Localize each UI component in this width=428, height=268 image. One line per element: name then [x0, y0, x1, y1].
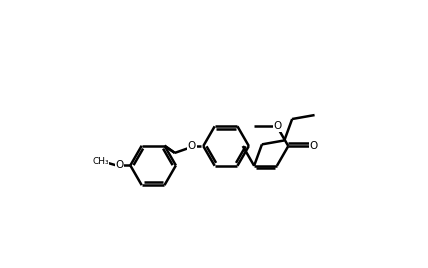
Text: O: O	[188, 141, 196, 151]
Text: CH₃: CH₃	[92, 157, 109, 166]
Text: O: O	[274, 121, 282, 131]
Text: O: O	[310, 141, 318, 151]
Text: O: O	[115, 161, 123, 170]
